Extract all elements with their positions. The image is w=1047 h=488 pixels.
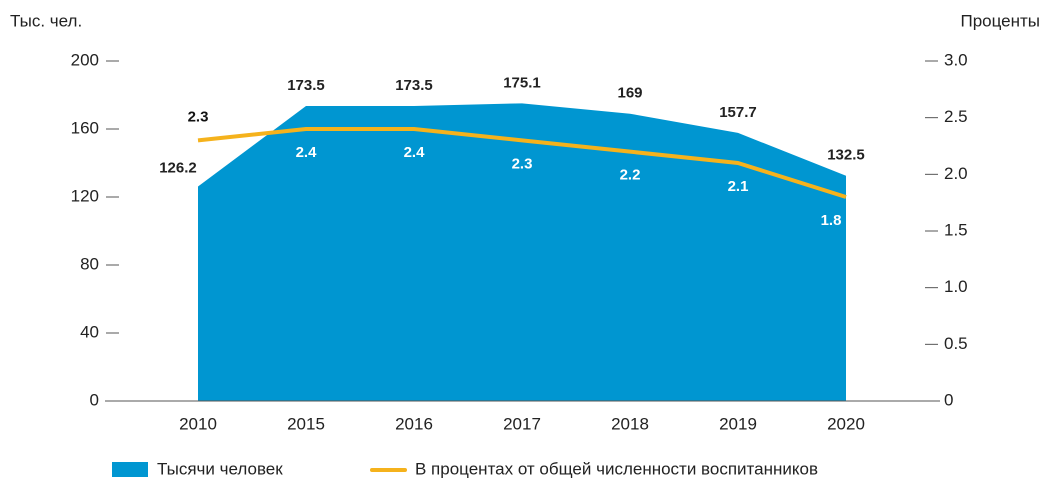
y-tick-label: 0 — [90, 390, 99, 409]
y-tick-label: 120 — [71, 186, 99, 205]
x-tick-label: 2016 — [395, 414, 433, 433]
y2-tick-label: 2.5 — [944, 107, 968, 126]
area-value-label: 175.1 — [503, 74, 541, 91]
area-value-label: 157.7 — [719, 104, 757, 121]
y-tick-label: 40 — [80, 322, 99, 341]
y2-tick-label: 1.5 — [944, 220, 968, 239]
area-value-label: 169 — [617, 85, 642, 102]
area-value-label: 173.5 — [287, 77, 325, 94]
y-tick-label: 160 — [71, 118, 99, 137]
line-value-label: 2.3 — [188, 108, 209, 125]
y2-axis-label: Проценты — [960, 11, 1040, 30]
legend-label: В процентах от общей численности воспита… — [415, 459, 818, 478]
line-value-label: 2.4 — [404, 144, 426, 161]
area-value-label: 173.5 — [395, 77, 433, 94]
area-value-label: 126.2 — [159, 159, 197, 176]
y2-tick-label: 3.0 — [944, 50, 968, 69]
line-value-label: 2.3 — [512, 155, 533, 172]
line-value-label: 1.8 — [821, 212, 842, 229]
y2-tick-label: 0.5 — [944, 334, 968, 353]
line-value-label: 2.1 — [728, 178, 749, 195]
x-tick-label: 2015 — [287, 414, 325, 433]
y2-tick-label: 1.0 — [944, 277, 968, 296]
line — [197, 127, 847, 199]
area-value-label: 132.5 — [827, 147, 865, 164]
y-tick-label: 200 — [71, 50, 99, 69]
y-tick-label: 80 — [80, 254, 99, 273]
area — [198, 103, 846, 401]
x-tick-label: 2010 — [179, 414, 217, 433]
y-axis-label: Тыс. чел. — [10, 11, 82, 30]
line-value-label: 2.2 — [620, 167, 641, 184]
legend-swatch — [112, 462, 148, 477]
y2-tick-label: 2.0 — [944, 164, 968, 183]
line-value-label: 2.4 — [296, 144, 318, 161]
x-tick-label: 2019 — [719, 414, 757, 433]
x-tick-label: 2020 — [827, 414, 865, 433]
legend-label: Тысячи человек — [157, 459, 283, 478]
x-tick-label: 2018 — [611, 414, 649, 433]
x-tick-label: 2017 — [503, 414, 541, 433]
y2-tick-label: 0 — [944, 390, 953, 409]
